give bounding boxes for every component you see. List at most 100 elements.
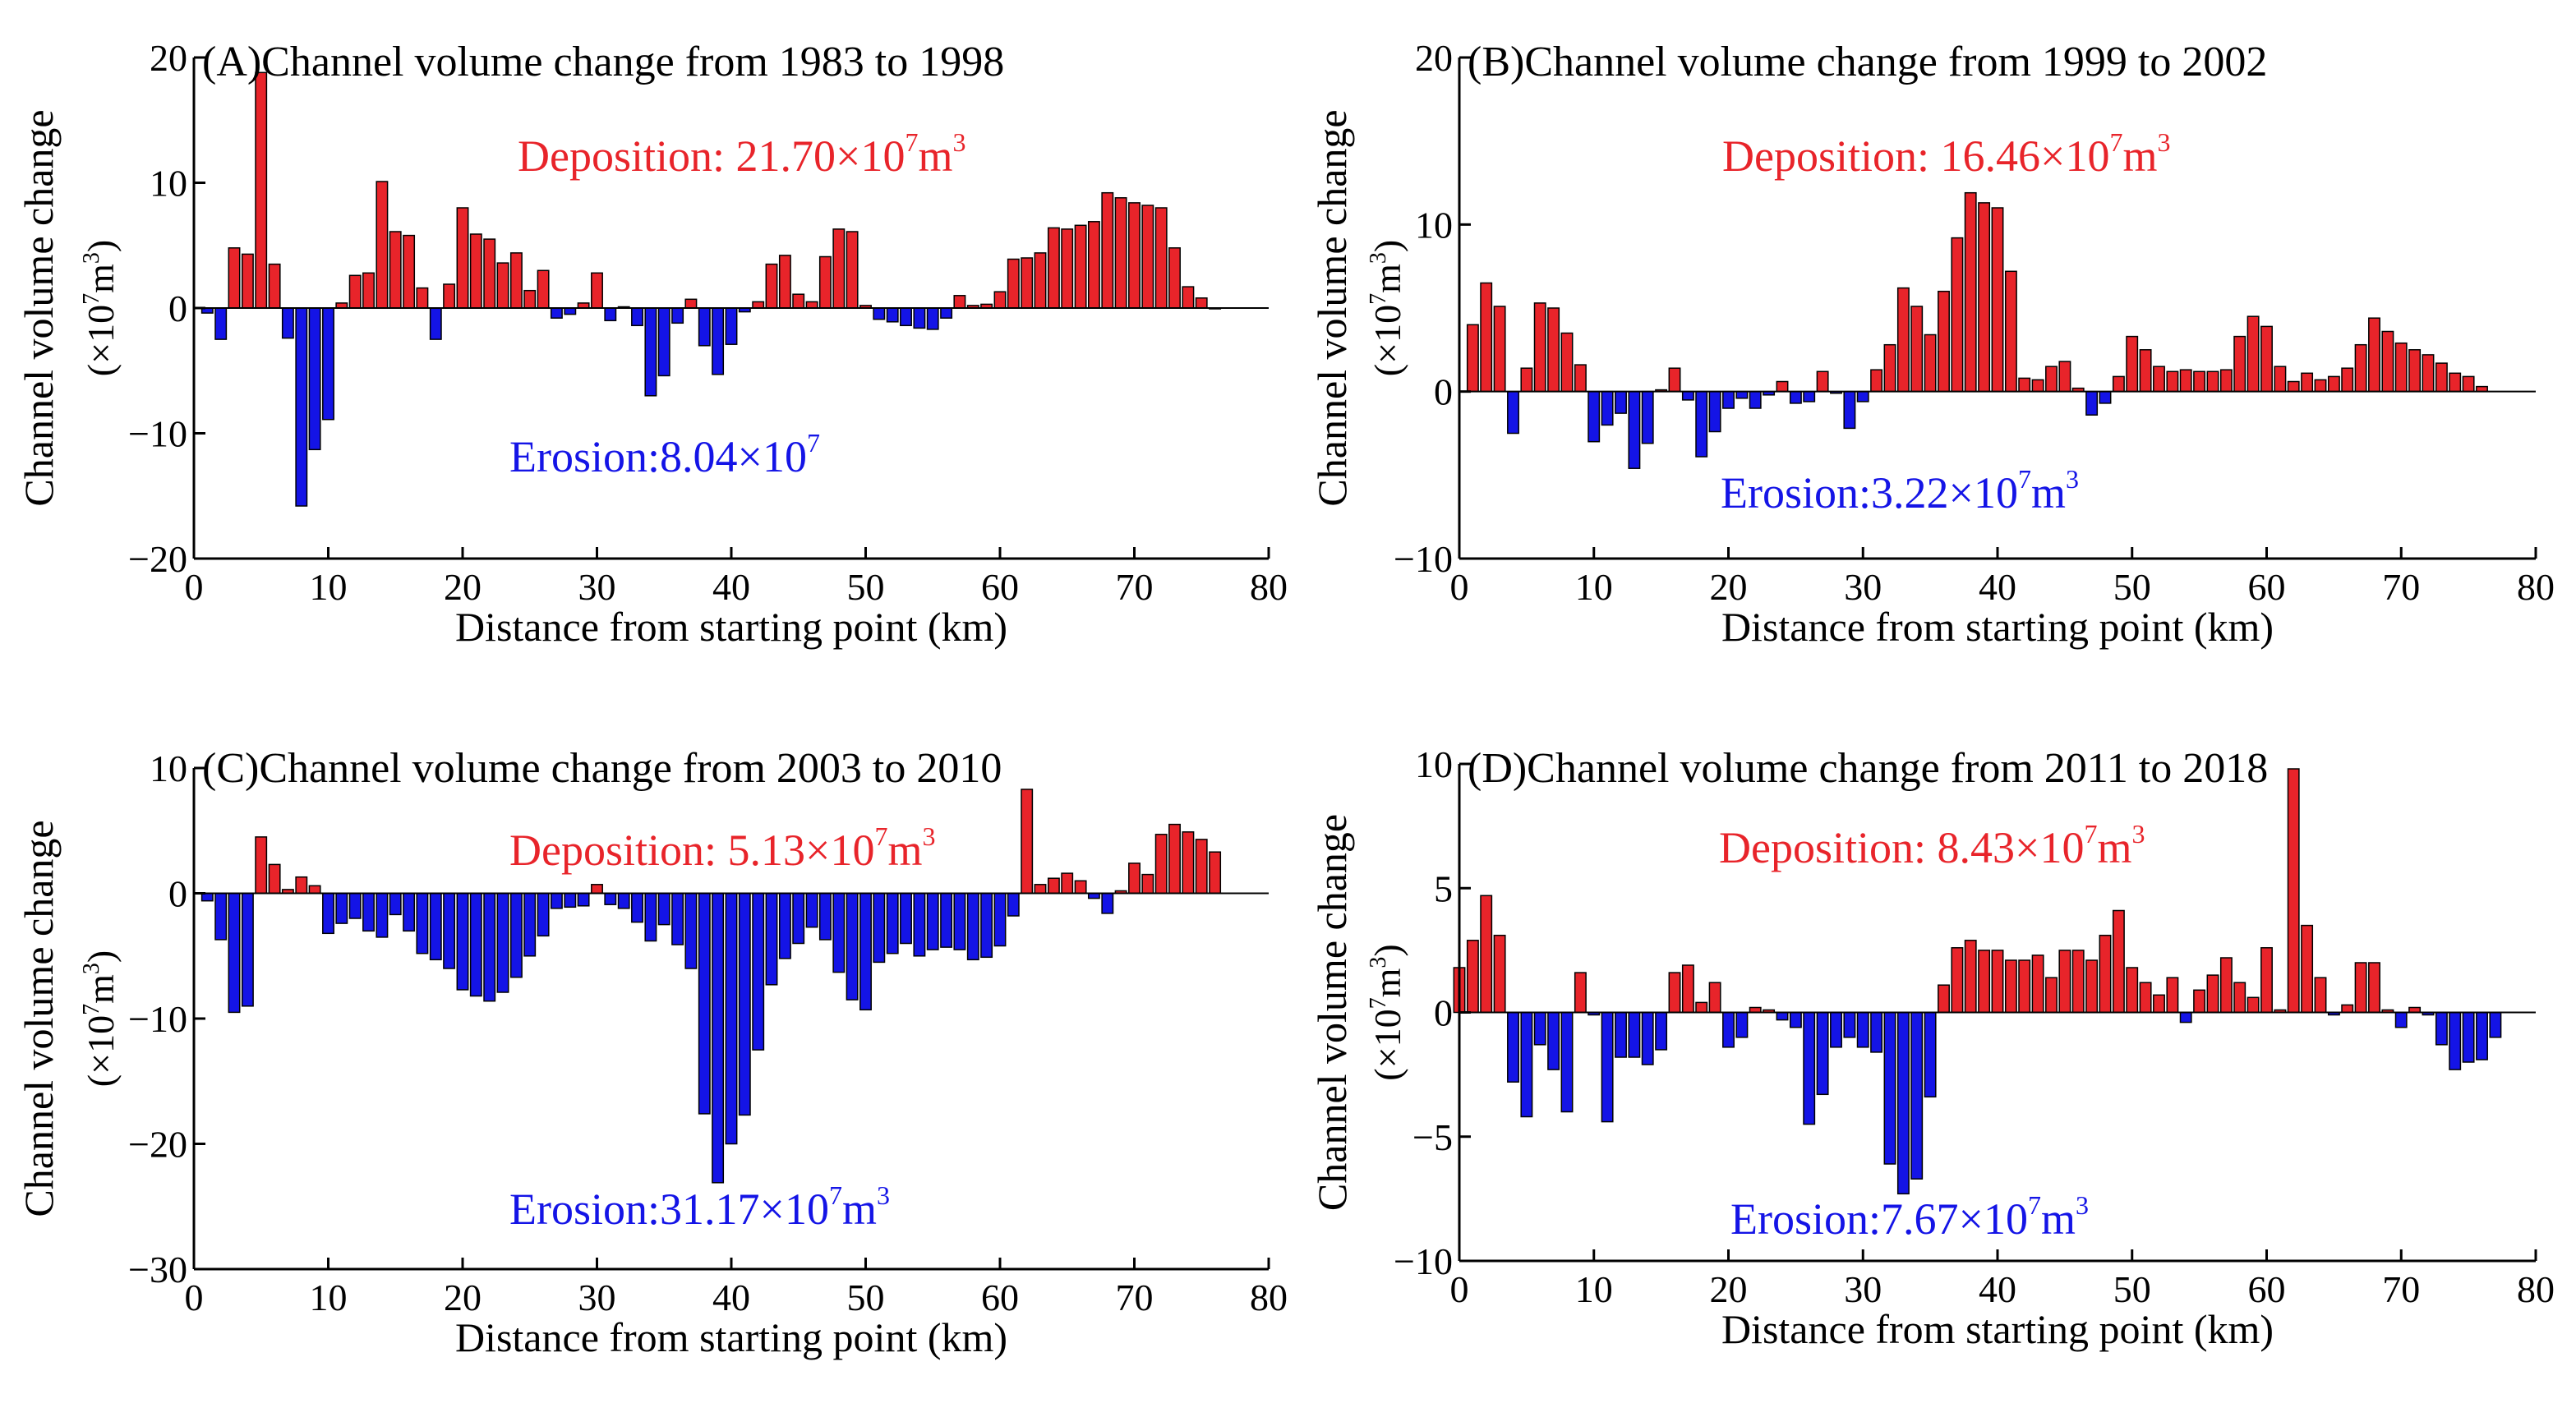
erosion-bar [1101, 892, 1114, 914]
erosion-bar [846, 892, 859, 1000]
deposition-bar [2394, 342, 2408, 393]
deposition-bar [1695, 1001, 1708, 1014]
erosion-bar [456, 892, 469, 991]
x-axis-label: Distance from starting point (km) [1721, 1306, 2274, 1352]
erosion-bar [429, 892, 442, 961]
erosion-bar [2476, 1011, 2488, 1060]
y-axis-unit-label: (×107m3) [1366, 240, 1408, 376]
erosion-bar [469, 892, 482, 997]
deposition-bar [2435, 362, 2448, 393]
bars-group [200, 789, 1222, 1184]
x-tick-label: 60 [2248, 1268, 2286, 1310]
deposition-bar [2247, 996, 2260, 1014]
erosion-bar [1789, 390, 1802, 404]
erosion-bar [886, 892, 899, 954]
y-axis-label: Channel volume change [1309, 814, 1355, 1211]
panel-title: (B)Channel volume change from 1999 to 20… [1468, 39, 2267, 85]
erosion-bar [1896, 1011, 1910, 1195]
deposition-bar [2071, 950, 2085, 1014]
deposition-bar [2314, 977, 2327, 1014]
erosion-bar [1803, 1011, 1816, 1125]
deposition-bar [2058, 361, 2071, 393]
x-tick-label: 60 [981, 1276, 1019, 1318]
deposition-bar [1924, 334, 1937, 393]
deposition-bar [1533, 302, 1546, 393]
deposition-bar [1668, 367, 1681, 393]
x-tick-label: 20 [1710, 1268, 1748, 1310]
erosion-bar [873, 307, 886, 320]
x-tick-label: 40 [1979, 1268, 2016, 1310]
y-axis-unit-label: (×107m3) [1366, 944, 1408, 1080]
x-tick-label: 10 [310, 1276, 348, 1318]
erosion-bar [348, 892, 362, 919]
deposition-bar [1978, 950, 1991, 1014]
deposition-bar [308, 885, 321, 895]
erosion-bar [644, 307, 657, 397]
y-axis-label: Channel volume change [16, 109, 62, 506]
erosion-bar [1655, 1011, 1668, 1051]
deposition-bar [805, 301, 818, 309]
deposition-bar [469, 233, 482, 309]
erosion-bar [631, 892, 643, 923]
erosion-bar [712, 307, 725, 375]
deposition-bar [1168, 823, 1181, 895]
deposition-bar [1493, 306, 1506, 393]
deposition-bar [2314, 379, 2327, 393]
x-tick-label: 60 [981, 566, 1019, 608]
y-tick-label: −10 [128, 998, 187, 1040]
erosion-bar [1883, 1011, 1896, 1165]
erosion-bar [322, 892, 334, 935]
erosion-bar [1507, 1011, 1519, 1083]
deposition-bar [241, 253, 254, 309]
deposition-bar [1047, 227, 1060, 309]
erosion-bar [752, 892, 765, 1051]
deposition-bar [1074, 880, 1087, 895]
erosion-bar [2179, 1011, 2192, 1024]
erosion-bar [1830, 1011, 1842, 1048]
erosion-bar [1641, 1011, 1654, 1065]
erosion-annotation: Erosion:3.22×107m3 [1721, 464, 2079, 518]
deposition-bar [1209, 851, 1222, 895]
deposition-bar [846, 231, 859, 309]
deposition-bar [2301, 372, 2314, 393]
deposition-bar [792, 293, 805, 309]
deposition-bar [1141, 873, 1154, 895]
deposition-bar [2139, 349, 2152, 393]
erosion-bar [913, 307, 926, 329]
erosion-bar [1533, 1011, 1546, 1046]
y-tick-label: 10 [150, 163, 187, 205]
deposition-bar [376, 181, 389, 309]
deposition-bar [1480, 895, 1493, 1014]
erosion-bar [483, 892, 496, 1002]
deposition-bar [1154, 834, 1168, 895]
deposition-bar [2260, 947, 2273, 1014]
erosion-bar [657, 892, 670, 926]
bars-group [200, 71, 1222, 507]
deposition-bar [1021, 789, 1034, 895]
deposition-bar [778, 255, 791, 309]
x-tick-label: 0 [185, 566, 204, 608]
erosion-bar [1735, 1011, 1749, 1038]
deposition-bar [2341, 1004, 2354, 1014]
deposition-bar [1047, 877, 1060, 895]
deposition-bar [2045, 977, 2058, 1014]
erosion-bar [873, 892, 886, 964]
deposition-bar [1776, 380, 1789, 393]
y-tick-label: 0 [1434, 371, 1453, 413]
erosion-bar [792, 892, 805, 945]
deposition-bar [1574, 972, 1587, 1014]
deposition-bar [2233, 982, 2247, 1014]
erosion-bar [738, 892, 751, 1116]
erosion-bar [1507, 390, 1519, 435]
x-tick-label: 50 [2113, 1268, 2151, 1310]
erosion-bar [698, 892, 711, 1115]
y-tick-label: −20 [128, 1124, 187, 1166]
x-tick-label: 10 [1575, 1268, 1613, 1310]
deposition-bar [818, 255, 832, 309]
deposition-bar [1074, 224, 1087, 309]
erosion-bar [1615, 1011, 1627, 1058]
deposition-bar [2166, 977, 2179, 1014]
erosion-bar [537, 892, 550, 937]
erosion-bar [1628, 1011, 1641, 1058]
